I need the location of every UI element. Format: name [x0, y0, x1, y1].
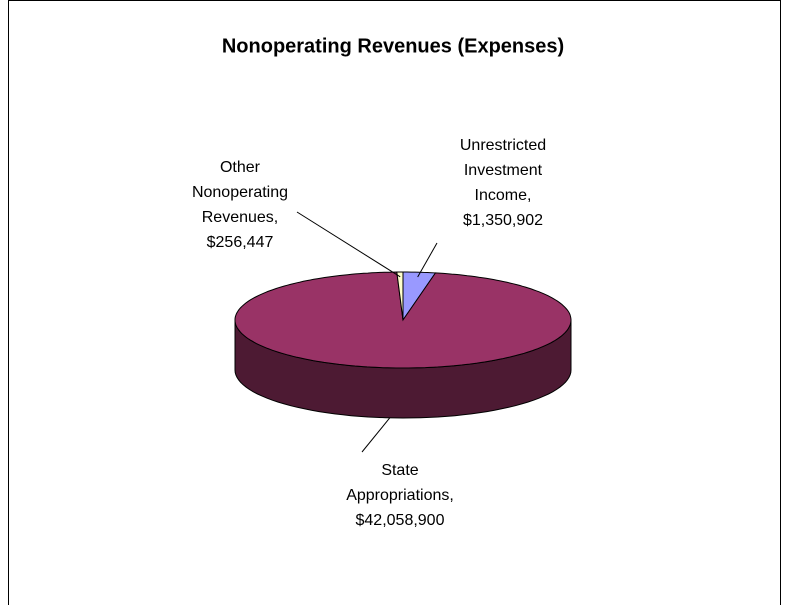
leader-line: [296, 211, 401, 278]
data-label: Unrestricted Investment Income, $1,350,90…: [445, 133, 561, 233]
chart-border: [8, 0, 781, 605]
chart-title: Nonoperating Revenues (Expenses): [222, 35, 564, 57]
label-value: $1,350,902: [462, 212, 544, 229]
label-value: $42,058,900: [355, 512, 445, 529]
leader-line: [417, 242, 438, 278]
label-category: Other Nonoperating Revenues,: [191, 159, 289, 226]
leader-line: [361, 417, 391, 453]
label-category: State Appropriations,: [346, 462, 454, 504]
data-label: Other Nonoperating Revenues, $256,447: [182, 155, 298, 255]
data-label: State Appropriations, $42,058,900: [342, 458, 458, 533]
label-value: $256,447: [206, 234, 274, 251]
pie-slice: [396, 271, 404, 321]
label-category: Unrestricted Investment Income,: [459, 137, 547, 204]
